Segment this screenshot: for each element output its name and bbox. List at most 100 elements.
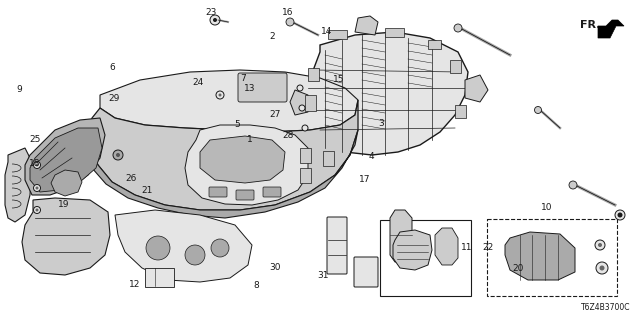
Text: 1: 1 bbox=[247, 135, 252, 144]
Circle shape bbox=[286, 18, 294, 26]
Text: 9: 9 bbox=[17, 85, 22, 94]
Text: 29: 29 bbox=[108, 94, 120, 103]
Polygon shape bbox=[51, 170, 82, 196]
Text: 2: 2 bbox=[269, 32, 275, 41]
Polygon shape bbox=[290, 90, 308, 115]
Polygon shape bbox=[88, 100, 358, 210]
Circle shape bbox=[600, 266, 605, 270]
Polygon shape bbox=[355, 16, 378, 35]
FancyBboxPatch shape bbox=[307, 68, 319, 81]
Text: 6: 6 bbox=[109, 63, 115, 72]
Polygon shape bbox=[30, 128, 102, 192]
Circle shape bbox=[35, 164, 38, 166]
Circle shape bbox=[213, 18, 217, 22]
Circle shape bbox=[33, 162, 40, 169]
FancyBboxPatch shape bbox=[354, 257, 378, 287]
Text: 3: 3 bbox=[378, 119, 383, 128]
FancyBboxPatch shape bbox=[263, 187, 281, 197]
Text: 17: 17 bbox=[359, 175, 371, 184]
FancyBboxPatch shape bbox=[238, 73, 287, 102]
Circle shape bbox=[218, 93, 221, 97]
Text: 26: 26 bbox=[125, 174, 137, 183]
Circle shape bbox=[211, 239, 229, 257]
Polygon shape bbox=[393, 230, 432, 270]
Circle shape bbox=[33, 206, 40, 213]
FancyBboxPatch shape bbox=[209, 187, 227, 197]
FancyBboxPatch shape bbox=[328, 29, 346, 38]
Polygon shape bbox=[505, 232, 575, 280]
FancyBboxPatch shape bbox=[449, 60, 461, 73]
Text: 4: 4 bbox=[369, 152, 374, 161]
FancyBboxPatch shape bbox=[454, 105, 465, 117]
Circle shape bbox=[598, 243, 602, 247]
Circle shape bbox=[216, 91, 224, 99]
Text: 30: 30 bbox=[269, 263, 281, 272]
Polygon shape bbox=[305, 32, 468, 155]
Circle shape bbox=[596, 262, 608, 274]
Text: 24: 24 bbox=[193, 78, 204, 87]
Circle shape bbox=[35, 209, 38, 212]
Polygon shape bbox=[100, 70, 358, 132]
Polygon shape bbox=[185, 125, 308, 205]
Text: 11: 11 bbox=[461, 243, 473, 252]
Circle shape bbox=[595, 240, 605, 250]
Text: 5: 5 bbox=[234, 120, 239, 129]
Polygon shape bbox=[25, 118, 105, 195]
Polygon shape bbox=[390, 210, 412, 262]
Text: 12: 12 bbox=[129, 280, 140, 289]
Circle shape bbox=[35, 187, 38, 189]
Circle shape bbox=[33, 185, 40, 191]
Circle shape bbox=[618, 212, 623, 218]
Polygon shape bbox=[465, 75, 488, 102]
FancyBboxPatch shape bbox=[300, 167, 310, 182]
FancyBboxPatch shape bbox=[300, 148, 310, 163]
FancyBboxPatch shape bbox=[380, 220, 470, 295]
FancyBboxPatch shape bbox=[145, 268, 173, 286]
Text: 15: 15 bbox=[333, 75, 345, 84]
Circle shape bbox=[299, 105, 305, 111]
Polygon shape bbox=[82, 125, 358, 218]
FancyBboxPatch shape bbox=[305, 94, 316, 110]
Text: 28: 28 bbox=[282, 132, 294, 140]
Circle shape bbox=[534, 107, 541, 114]
FancyBboxPatch shape bbox=[487, 219, 617, 296]
Circle shape bbox=[302, 125, 308, 131]
Circle shape bbox=[113, 150, 123, 160]
Circle shape bbox=[615, 210, 625, 220]
FancyBboxPatch shape bbox=[327, 217, 347, 274]
Polygon shape bbox=[5, 148, 32, 222]
Text: 16: 16 bbox=[282, 8, 294, 17]
Circle shape bbox=[297, 85, 303, 91]
Circle shape bbox=[569, 181, 577, 189]
Text: 22: 22 bbox=[482, 244, 493, 252]
Circle shape bbox=[116, 153, 120, 157]
Polygon shape bbox=[598, 20, 624, 38]
Circle shape bbox=[210, 15, 220, 25]
Circle shape bbox=[185, 245, 205, 265]
Polygon shape bbox=[22, 198, 110, 275]
Polygon shape bbox=[115, 210, 252, 282]
FancyBboxPatch shape bbox=[323, 150, 333, 165]
Text: 27: 27 bbox=[269, 110, 281, 119]
Polygon shape bbox=[200, 136, 285, 183]
Circle shape bbox=[454, 24, 462, 32]
Text: 21: 21 bbox=[141, 186, 153, 195]
Text: 7: 7 bbox=[241, 74, 246, 83]
Text: 20: 20 bbox=[513, 264, 524, 273]
Text: 19: 19 bbox=[58, 200, 70, 209]
Text: 10: 10 bbox=[541, 203, 553, 212]
Text: 23: 23 bbox=[205, 8, 217, 17]
Text: T6Z4B3700C: T6Z4B3700C bbox=[580, 303, 630, 312]
Polygon shape bbox=[435, 228, 458, 265]
Text: 18: 18 bbox=[29, 159, 41, 168]
FancyBboxPatch shape bbox=[428, 39, 440, 49]
Text: 8: 8 bbox=[253, 281, 259, 290]
Circle shape bbox=[146, 236, 170, 260]
Text: FR.: FR. bbox=[580, 20, 600, 30]
Text: 25: 25 bbox=[29, 135, 41, 144]
FancyBboxPatch shape bbox=[385, 28, 403, 36]
FancyBboxPatch shape bbox=[236, 190, 254, 200]
Text: 13: 13 bbox=[244, 84, 255, 93]
Text: 14: 14 bbox=[321, 28, 332, 36]
Text: 31: 31 bbox=[317, 271, 329, 280]
